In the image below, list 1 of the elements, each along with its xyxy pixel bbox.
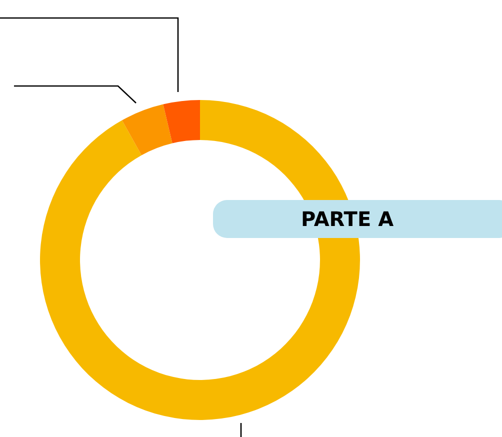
text: PARTE A	[213, 200, 502, 238]
